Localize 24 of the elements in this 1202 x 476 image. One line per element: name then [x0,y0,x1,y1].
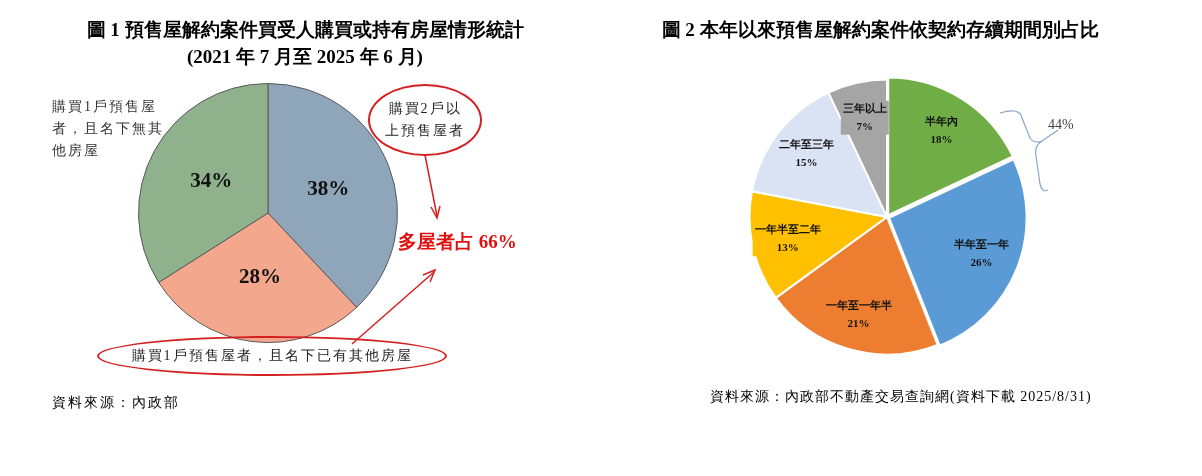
data-label: 7% [856,119,874,132]
source-note: 資料來源：內政部 [52,394,180,412]
source-note: 資料來源：內政部不動產交易查詢網(資料下載 2025/8/31) [710,388,1092,406]
data-label: 38% [307,175,350,200]
slice-label: 二年至三年 [779,138,835,151]
data-label: 18% [930,132,953,145]
slice-label: 一年至一年半 [825,298,892,311]
data-label: 28% [238,263,281,288]
slice-label: 半年至一年 [953,238,1010,251]
text: 44% [1048,117,1074,133]
slice-label: 購買1戶預售屋者，且名下已有其他房屋 [97,336,447,376]
slice-label: 購買1戶預售屋者，且名下無其他房屋 [52,98,165,160]
data-label: 26% [970,256,993,269]
chart-title: 圖 1 預售屋解約案件買受人購買或持有房屋情形統計(2021 年 7 月至 2025 年 6 月) [85,18,525,69]
slice-label: 半年內 [924,114,959,127]
data-label: 34% [190,168,233,193]
text: 多屋者占 66% [398,230,517,254]
slice-label: 三年以上 [842,101,887,114]
slice-label: 購買2戶以上預售屋者 [368,84,482,156]
chart-title: 圖 2 本年以來預售屋解約案件依契約存續期間別占比 [660,18,1100,42]
data-label: 21% [847,316,870,329]
slice-label: 一年半至二年 [754,223,821,236]
data-label: 13% [776,241,799,254]
data-label: 15% [795,156,818,169]
